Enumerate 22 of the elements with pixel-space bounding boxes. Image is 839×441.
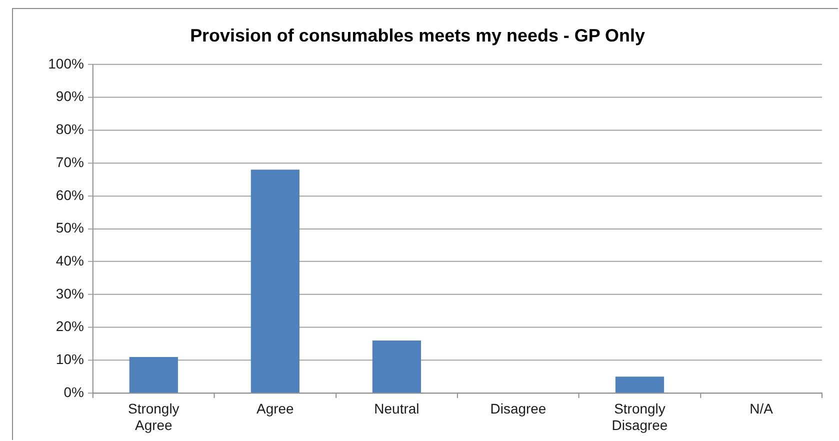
y-tick-label: 70% xyxy=(56,154,84,170)
x-tick-label: Agree xyxy=(256,400,294,416)
y-tick-label: 50% xyxy=(56,220,84,236)
y-tick-label: 100% xyxy=(48,55,84,72)
bar xyxy=(372,340,422,393)
y-tick-label: 90% xyxy=(56,88,84,104)
x-tick-label: Neutral xyxy=(374,400,420,416)
y-tick-label: 60% xyxy=(56,186,84,203)
y-tick-label: 30% xyxy=(56,285,84,302)
y-tick-label: 10% xyxy=(56,351,84,368)
x-tick-label: Strongly Agree xyxy=(128,400,180,434)
y-tick-label: 20% xyxy=(56,318,84,334)
x-tick-label: Strongly Disagree xyxy=(612,400,668,434)
x-tick-label: Disagree xyxy=(490,400,546,416)
bar xyxy=(615,376,664,393)
x-tick-label: N/A xyxy=(750,400,774,416)
bar xyxy=(129,356,178,393)
bar xyxy=(250,170,300,393)
y-tick-label: 80% xyxy=(56,121,84,138)
y-tick-label: 0% xyxy=(64,384,84,400)
y-tick-label: 40% xyxy=(56,252,84,269)
chart-title: Provision of consumables meets my needs - GP Only xyxy=(190,26,645,46)
